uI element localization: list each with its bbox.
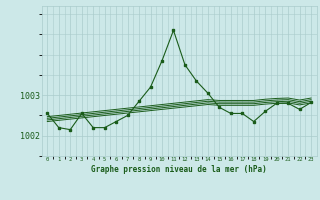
X-axis label: Graphe pression niveau de la mer (hPa): Graphe pression niveau de la mer (hPa) [91,165,267,174]
